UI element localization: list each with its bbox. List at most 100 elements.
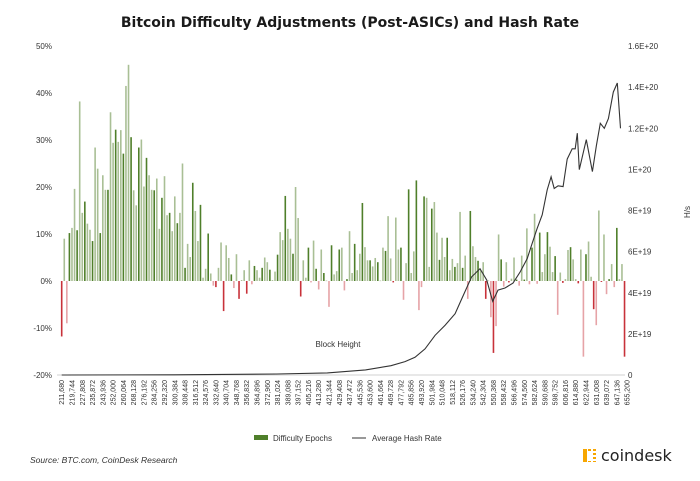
difficulty-bar: [490, 281, 492, 318]
x-tick-label: 542,304: [481, 380, 488, 405]
x-tick-label: 582,624: [532, 380, 539, 405]
difficulty-bar: [415, 180, 418, 281]
difficulty-bar: [179, 212, 181, 281]
difficulty-bar: [130, 137, 132, 281]
difficulty-bar: [330, 245, 333, 281]
difficulty-bar: [140, 139, 143, 281]
difficulty-bar: [171, 231, 174, 281]
x-tick-label: 477,792: [398, 380, 405, 405]
difficulty-bar: [145, 157, 148, 281]
difficulty-bar: [102, 175, 104, 281]
difficulty-bar: [256, 270, 258, 281]
difficulty-bar: [469, 210, 472, 281]
left-tick-label: 50%: [36, 42, 52, 51]
difficulty-bar: [400, 247, 402, 281]
difficulty-bar: [341, 247, 343, 281]
x-tick-label: 413,280: [316, 380, 323, 405]
difficulty-bar: [374, 257, 377, 281]
right-tick-label: 1E+20: [628, 165, 652, 174]
x-tick-label: 590,688: [542, 380, 549, 405]
right-tick-label: 1.2E+20: [628, 124, 659, 133]
difficulty-bar: [580, 249, 582, 281]
left-axis: 50% 40% 30% 20% 10% 0% -10% -20%: [33, 42, 52, 380]
difficulty-bar: [333, 274, 335, 281]
difficulty-bar: [135, 205, 138, 281]
difficulty-bar: [302, 260, 305, 281]
difficulty-bar: [582, 281, 585, 357]
difficulty-bar: [446, 237, 448, 281]
difficulty-bar: [189, 257, 191, 281]
x-tick-label: 397,152: [296, 380, 303, 405]
difficulty-bar: [209, 273, 212, 281]
x-tick-label: 292,320: [162, 380, 169, 405]
difficulty-bar: [305, 277, 307, 281]
difficulty-bar: [109, 112, 112, 282]
x-tick-label: 252,000: [111, 380, 118, 405]
difficulty-bar: [91, 241, 94, 281]
x-tick-label: 276,192: [141, 380, 148, 405]
difficulty-bar: [207, 233, 209, 281]
difficulty-bar: [454, 266, 456, 281]
difficulty-bar: [335, 271, 338, 281]
difficulty-bar: [528, 281, 531, 285]
difficulty-bar: [191, 182, 194, 281]
legend: Difficulty Epochs Average Hash Rate: [254, 434, 442, 443]
difficulty-bar: [289, 238, 292, 281]
x-tick-label: 606,816: [563, 380, 570, 405]
x-tick-label: 558,432: [501, 380, 508, 405]
difficulty-bar: [163, 176, 166, 281]
difficulty-bar: [307, 247, 310, 281]
x-tick-label: 510,048: [440, 380, 447, 405]
x-tick-label: 493,920: [419, 380, 426, 405]
difficulty-bar: [292, 253, 294, 281]
left-tick-label: 20%: [36, 183, 52, 192]
difficulty-bar: [338, 249, 341, 281]
x-tick-label: 655,200: [625, 380, 632, 405]
difficulty-bar: [526, 228, 528, 281]
difficulty-bar: [523, 279, 526, 281]
legend-swatch-difficulty: [254, 435, 268, 440]
difficulty-bar: [438, 259, 441, 281]
difficulty-bar: [150, 189, 153, 281]
difficulty-bar: [564, 279, 567, 281]
difficulty-bar: [359, 253, 361, 281]
difficulty-bar: [215, 281, 217, 288]
x-tick-label: 316,512: [193, 380, 200, 405]
x-tick-label: 308,448: [183, 380, 190, 405]
x-tick-label: 405,216: [306, 380, 313, 405]
difficulty-bar: [603, 234, 605, 281]
x-tick-label: 348,768: [234, 380, 241, 405]
difficulty-bar: [127, 64, 130, 281]
difficulty-bar: [405, 263, 407, 281]
difficulty-bar: [76, 230, 78, 281]
x-tick-label: 461,664: [378, 380, 385, 405]
difficulty-bar: [472, 246, 474, 281]
difficulty-bar: [114, 129, 117, 281]
difficulty-bar: [263, 257, 266, 281]
x-tick-label: 534,240: [470, 380, 477, 405]
difficulty-bar: [595, 281, 598, 326]
difficulty-bar: [243, 270, 245, 281]
hash-rate-line: [61, 82, 622, 376]
difficulty-bar: [245, 281, 248, 294]
x-tick-label: 445,536: [357, 380, 364, 405]
x-tick-label: 421,344: [326, 380, 333, 405]
x-tick-label: 437,472: [347, 380, 354, 405]
difficulty-bar: [382, 247, 384, 281]
difficulty-bar: [484, 281, 487, 299]
difficulty-bar: [610, 264, 613, 281]
difficulty-bar: [253, 265, 256, 281]
difficulty-bar: [510, 278, 513, 281]
x-tick-label: 518,112: [450, 380, 457, 405]
source-note: Source: BTC.com, CoinDesk Research: [30, 455, 178, 465]
x-tick-label: 300,384: [172, 380, 179, 405]
difficulty-bar: [181, 163, 184, 281]
difficulty-bar: [613, 281, 616, 288]
difficulty-bar: [186, 243, 189, 281]
difficulty-bar: [122, 153, 125, 281]
difficulty-bar: [356, 270, 359, 281]
difficulty-bar: [271, 280, 274, 281]
difficulty-bar: [235, 254, 238, 281]
difficulty-bar: [297, 218, 299, 281]
difficulty-bar: [448, 270, 451, 281]
